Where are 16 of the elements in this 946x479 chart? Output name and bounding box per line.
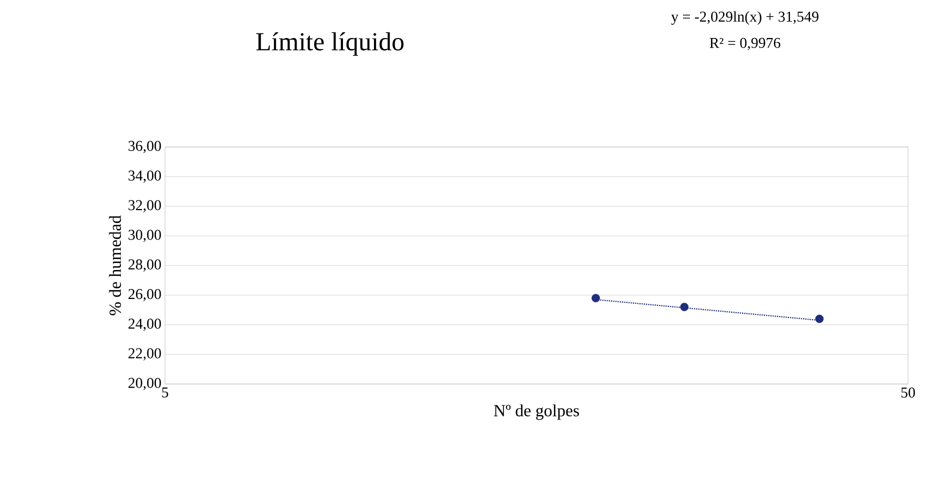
y-tick-label: 28,00 (128, 259, 161, 272)
x-axis-title: Nº de golpes (494, 404, 579, 420)
y-axis-title: % de humedad (109, 215, 122, 316)
y-tick-label: 36,00 (128, 140, 161, 154)
y-tick-label: 22,00 (128, 348, 161, 360)
y-tick-label: 20,00 (128, 378, 161, 390)
x-tick-label: 50 (901, 388, 915, 398)
y-tick-label: 32,00 (128, 200, 161, 212)
text: y = -2,029ln(x) + 31,549 (671, 11, 818, 25)
y-tick-label: 30,00 (128, 230, 161, 242)
x-tick-label: 5 (162, 388, 168, 398)
y-tick-label: 26,00 (128, 289, 161, 302)
chart-title: Límite líquido (256, 32, 404, 56)
y-tick-label: 34,00 (128, 170, 161, 183)
text: R² = 0,9976 (710, 38, 780, 50)
y-tick-label: 24,00 (128, 318, 161, 331)
